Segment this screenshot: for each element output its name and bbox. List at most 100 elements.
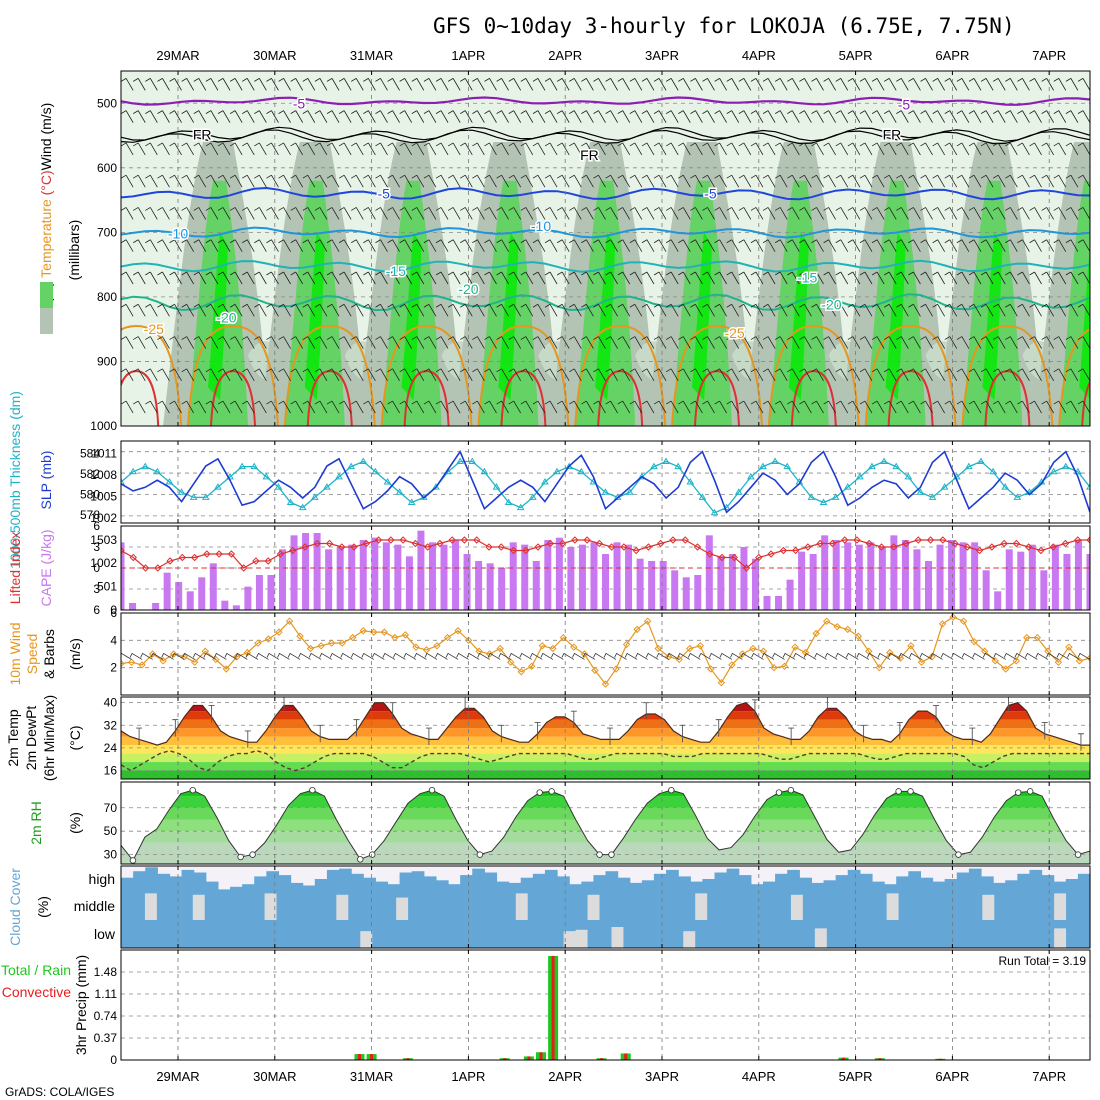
wind-barb bbox=[896, 271, 909, 285]
wind-speed-marker bbox=[412, 643, 420, 651]
wind-barb bbox=[968, 174, 982, 188]
li-marker bbox=[914, 536, 922, 544]
wind-barb bbox=[793, 652, 806, 660]
wind-barb bbox=[519, 652, 532, 660]
y-label-part: SLP (mb) bbox=[38, 451, 54, 510]
wind-barb bbox=[435, 207, 449, 220]
thickness-marker bbox=[262, 472, 271, 480]
wind-barb bbox=[472, 142, 485, 156]
wind-barb bbox=[883, 207, 897, 220]
cloud-cell bbox=[695, 920, 708, 948]
wind-barb bbox=[787, 239, 800, 252]
cloud-cell bbox=[444, 892, 457, 920]
cape-bar bbox=[890, 535, 898, 610]
wind-barb bbox=[726, 336, 740, 349]
y-tick-label: 6 bbox=[93, 519, 100, 533]
wind-barb bbox=[314, 78, 328, 91]
rh-marker bbox=[536, 789, 543, 796]
wind-barb bbox=[811, 271, 824, 285]
cloud-cell bbox=[1041, 875, 1055, 892]
bottom-date-label: 4APR bbox=[742, 1069, 776, 1084]
wind-barb bbox=[217, 174, 231, 188]
wind-barb bbox=[435, 174, 449, 188]
wind-barb bbox=[181, 110, 195, 123]
precip-total-label: Total / Rain bbox=[1, 962, 71, 978]
wind-barb bbox=[121, 218, 122, 220]
wind-barb bbox=[629, 336, 643, 349]
wind-barb bbox=[496, 336, 509, 349]
cloud-cell bbox=[496, 881, 510, 892]
li-marker bbox=[399, 536, 407, 544]
wind-barb bbox=[617, 368, 631, 382]
thickness-marker bbox=[904, 472, 913, 480]
wind-barb bbox=[181, 368, 195, 382]
wind-barb bbox=[435, 271, 449, 285]
wind-barb bbox=[980, 336, 994, 349]
cloud-cell bbox=[994, 892, 1007, 920]
wind-barb bbox=[302, 110, 316, 123]
li-marker bbox=[877, 543, 886, 551]
cape-bar bbox=[209, 563, 217, 610]
li-marker bbox=[460, 536, 469, 544]
wind-barb bbox=[484, 336, 497, 349]
wind-barb bbox=[617, 78, 631, 91]
wind-barb bbox=[871, 400, 885, 414]
wind-barb bbox=[738, 368, 752, 382]
wind-barb bbox=[1041, 368, 1055, 382]
wind-barb bbox=[750, 336, 764, 349]
cloud-cell bbox=[455, 892, 469, 920]
wind-barb bbox=[181, 271, 195, 285]
wind-barb bbox=[254, 400, 267, 414]
wind-barb bbox=[714, 239, 727, 252]
li-marker bbox=[620, 543, 628, 551]
wind-barb bbox=[363, 336, 376, 349]
cloud-cell bbox=[635, 920, 648, 948]
cloud-cell bbox=[605, 871, 619, 892]
wind-barb bbox=[532, 174, 546, 188]
wind-barb bbox=[629, 271, 643, 285]
wind-speed-line bbox=[121, 616, 1090, 686]
minmax-whisker bbox=[860, 724, 867, 743]
li-marker bbox=[1012, 539, 1021, 548]
wind-barb bbox=[496, 400, 509, 414]
cape-bar bbox=[948, 540, 956, 610]
wind-barb bbox=[787, 78, 800, 91]
wind-barb bbox=[951, 652, 964, 660]
precip-conv-bar bbox=[527, 1056, 531, 1060]
wind-barb bbox=[593, 271, 606, 285]
wind-barb bbox=[641, 142, 655, 156]
wind-barb bbox=[411, 110, 425, 123]
wind-barb bbox=[326, 271, 340, 285]
thickness-marker bbox=[516, 503, 525, 511]
cape-bar bbox=[221, 600, 229, 610]
wind-barb bbox=[1065, 239, 1079, 252]
wind-barb bbox=[656, 652, 669, 660]
cape-bar bbox=[832, 540, 840, 610]
wind-barb bbox=[678, 78, 691, 91]
y-label-part: (millibars) bbox=[66, 220, 82, 281]
wind-barb bbox=[193, 110, 207, 123]
wind-barb bbox=[932, 207, 945, 220]
cloud-cell bbox=[264, 892, 278, 894]
wind-barb bbox=[761, 652, 775, 660]
y-tick-label: 32 bbox=[104, 718, 118, 732]
wind-speed-marker bbox=[127, 658, 136, 666]
cape-bar bbox=[555, 537, 563, 610]
cloud-cell bbox=[515, 920, 529, 948]
wind-barb bbox=[581, 336, 594, 349]
wind-barb bbox=[121, 315, 122, 317]
wind-barb bbox=[278, 207, 291, 220]
wind-barb bbox=[944, 142, 958, 156]
wind-barb bbox=[460, 271, 473, 285]
wind-barb bbox=[411, 336, 425, 349]
wind-barb bbox=[351, 368, 364, 382]
y-tick-label: 700 bbox=[97, 225, 117, 239]
cloud-cell bbox=[216, 892, 230, 920]
minmax-whisker bbox=[607, 727, 614, 746]
wind-barb bbox=[617, 239, 631, 252]
li-marker bbox=[546, 539, 555, 548]
wind-barb bbox=[920, 239, 933, 252]
wind-ylabel-1: 10m Wind bbox=[7, 622, 23, 685]
wind-barb bbox=[896, 303, 909, 317]
precip-frame bbox=[120, 949, 1091, 1061]
